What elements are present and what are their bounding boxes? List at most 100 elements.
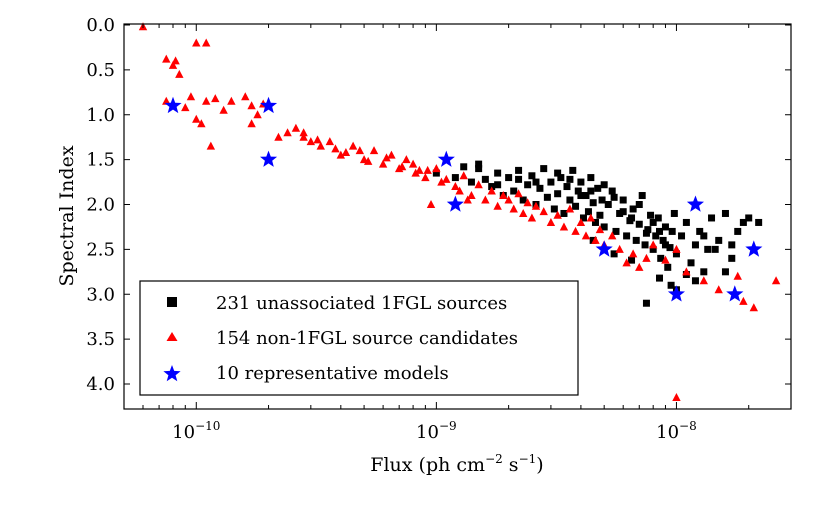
data-point-unassociated xyxy=(659,236,667,244)
data-point-model xyxy=(164,96,182,114)
x-axis-label-mid: s xyxy=(503,454,519,476)
data-point-candidate xyxy=(771,276,781,285)
data-point-candidate xyxy=(348,141,358,150)
data-point-unassociated xyxy=(566,175,574,183)
data-point-candidate xyxy=(171,56,180,65)
data-point-candidate xyxy=(539,207,548,216)
x-tick-label: 10−8 xyxy=(656,419,697,443)
data-point-model xyxy=(726,285,744,302)
data-point-unassociated xyxy=(610,250,618,258)
data-point-unassociated xyxy=(475,160,483,168)
data-point-unassociated xyxy=(536,184,544,192)
data-point-unassociated xyxy=(619,196,627,204)
data-point-unassociated xyxy=(635,220,643,228)
data-point-unassociated xyxy=(596,211,604,219)
data-point-candidate xyxy=(682,267,691,276)
data-point-candidate xyxy=(283,128,292,137)
data-point-candidate xyxy=(331,144,340,153)
y-tick-label: 3.5 xyxy=(86,329,115,350)
y-tick-label: 1.5 xyxy=(86,150,115,171)
data-point-candidate xyxy=(628,249,638,258)
data-point-candidate xyxy=(733,271,742,280)
data-point-candidate xyxy=(576,217,586,226)
legend-triangle-marker xyxy=(166,332,178,341)
data-point-unassociated xyxy=(704,245,712,253)
data-point-model xyxy=(260,96,278,114)
data-point-candidate xyxy=(411,168,420,177)
data-point-unassociated xyxy=(678,232,686,240)
x-axis-label-main: Flux (ph cm xyxy=(370,454,485,476)
data-point-unassociated xyxy=(739,218,747,226)
data-point-model xyxy=(595,240,613,257)
data-point-unassociated xyxy=(755,218,763,226)
data-point-candidate xyxy=(397,162,407,171)
data-point-candidate xyxy=(595,225,605,234)
data-point-candidate xyxy=(197,119,206,128)
data-point-candidate xyxy=(493,201,502,210)
data-point-unassociated xyxy=(566,196,574,204)
data-point-candidate xyxy=(463,195,472,204)
data-point-candidate xyxy=(455,186,464,195)
data-point-candidate xyxy=(402,155,411,164)
data-point-candidate xyxy=(355,146,365,155)
data-point-candidate xyxy=(519,208,528,217)
plot-frame xyxy=(123,23,792,410)
data-point-unassociated xyxy=(579,214,587,222)
data-point-candidate xyxy=(467,191,476,200)
legend-box xyxy=(139,280,579,396)
data-point-candidate xyxy=(622,258,631,267)
data-point-unassociated xyxy=(664,263,672,271)
data-point-unassociated xyxy=(532,178,540,186)
data-point-unassociated xyxy=(563,183,571,191)
data-point-unassociated xyxy=(515,166,523,174)
data-point-candidate xyxy=(162,54,171,63)
data-point-unassociated xyxy=(711,245,719,253)
data-point-unassociated xyxy=(632,236,640,244)
data-point-candidate xyxy=(369,146,379,155)
data-point-candidate xyxy=(504,195,513,204)
data-point-unassociated xyxy=(584,208,592,216)
data-point-unassociated xyxy=(708,214,716,222)
data-point-unassociated xyxy=(577,178,585,186)
data-point-unassociated xyxy=(604,201,612,208)
data-point-unassociated xyxy=(494,181,502,189)
data-point-candidate xyxy=(432,164,441,173)
data-point-unassociated xyxy=(691,277,699,285)
data-point-unassociated xyxy=(721,209,729,217)
data-point-candidate xyxy=(672,392,681,401)
y-axis-label: Spectral Index xyxy=(56,145,78,286)
data-point-unassociated xyxy=(641,241,649,249)
data-point-candidate xyxy=(408,159,418,168)
data-point-unassociated xyxy=(656,274,664,282)
data-point-candidate xyxy=(699,276,709,285)
data-point-candidate xyxy=(211,94,220,103)
data-point-candidate xyxy=(608,231,617,240)
data-point-unassociated xyxy=(600,181,608,189)
legend-square-marker xyxy=(167,297,177,307)
data-point-unassociated xyxy=(505,174,513,182)
data-point-candidate xyxy=(442,174,451,183)
data-point-candidate xyxy=(514,189,523,198)
data-point-unassociated xyxy=(656,227,664,235)
data-point-candidate xyxy=(642,253,651,262)
data-point-unassociated xyxy=(635,201,643,208)
data-point-candidate xyxy=(615,244,624,253)
y-tick-label: 4.0 xyxy=(86,374,115,395)
data-point-unassociated xyxy=(569,166,577,174)
data-point-candidate xyxy=(227,96,236,105)
data-point-unassociated xyxy=(642,229,650,237)
data-point-candidate xyxy=(635,262,644,271)
data-point-candidate xyxy=(581,231,591,240)
data-point-unassociated xyxy=(515,175,523,183)
data-point-candidate xyxy=(192,38,201,47)
y-tick-label: 0.5 xyxy=(86,60,115,81)
data-point-unassociated xyxy=(715,236,723,244)
data-point-candidate xyxy=(313,135,322,144)
data-point-unassociated xyxy=(672,250,680,258)
legend: 231 unassociated 1FGL sources 154 non-1F… xyxy=(139,280,579,396)
data-point-candidate xyxy=(206,141,216,150)
data-point-candidate xyxy=(481,195,490,204)
data-point-candidate xyxy=(559,222,569,231)
data-point-candidate xyxy=(591,235,600,244)
data-point-unassociated xyxy=(524,181,532,189)
